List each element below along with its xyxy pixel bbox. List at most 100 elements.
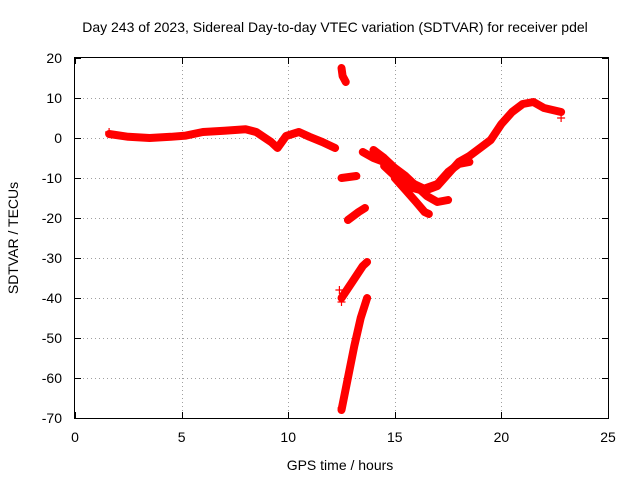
series-track-4 — [343, 204, 369, 224]
data-point — [487, 136, 495, 144]
data-point — [439, 197, 447, 205]
data-point — [416, 203, 424, 211]
data-point — [323, 140, 331, 148]
data-point — [352, 172, 360, 180]
data-point — [425, 210, 433, 218]
y-tick-label: -40 — [42, 290, 62, 306]
data-point — [347, 173, 355, 181]
data-point — [193, 129, 201, 137]
data-point — [409, 194, 417, 202]
data-point — [361, 301, 369, 309]
data-point — [476, 144, 484, 152]
data-point — [437, 176, 445, 184]
data-point — [396, 168, 404, 176]
x-tick-label: 25 — [600, 429, 616, 445]
data-point — [449, 164, 457, 172]
data-point — [519, 100, 527, 108]
data-point — [524, 99, 532, 107]
data-point — [355, 267, 363, 275]
y-axis-title: SDTVAR / TECUs — [5, 182, 21, 294]
data-point — [335, 286, 344, 294]
series-track-10 — [390, 174, 433, 218]
chart-title: Day 243 of 2023, Sidereal Day-to-day VTE… — [82, 19, 588, 35]
y-tick-label: 20 — [46, 50, 62, 66]
data-point — [348, 278, 356, 286]
data-point — [361, 204, 369, 212]
data-point — [327, 142, 335, 150]
data-point — [289, 130, 296, 138]
y-tick-label: 10 — [46, 90, 62, 106]
data-point — [337, 298, 346, 306]
data-point — [490, 131, 498, 139]
data-point — [364, 151, 372, 159]
data-point — [355, 320, 363, 328]
data-point — [508, 108, 516, 116]
data-point — [380, 154, 388, 162]
y-tick-label: -60 — [42, 370, 62, 386]
data-point — [242, 125, 250, 133]
data-point — [252, 128, 260, 136]
data-point — [497, 120, 505, 128]
data-point — [398, 182, 406, 190]
data-point — [112, 131, 119, 139]
data-point — [529, 98, 537, 106]
data-point — [262, 135, 270, 143]
y-tick-label: 0 — [54, 130, 62, 146]
data-point — [341, 387, 349, 395]
data-point — [174, 132, 182, 140]
series-track-2 — [337, 64, 350, 86]
data-point — [421, 208, 429, 216]
data-point — [363, 258, 371, 266]
data-point — [343, 380, 351, 388]
data-point — [348, 355, 356, 363]
data-point — [460, 159, 468, 167]
data-point — [505, 112, 512, 120]
data-point — [471, 148, 479, 156]
data-point — [338, 174, 345, 182]
series-track-6 — [337, 294, 372, 414]
series-track-1 — [105, 125, 340, 152]
x-tick-label: 10 — [280, 429, 296, 445]
data-point — [428, 182, 436, 190]
series-track-3 — [337, 172, 361, 182]
data-point — [278, 138, 286, 146]
data-point — [386, 167, 393, 175]
y-tick-label: -30 — [42, 250, 62, 266]
series-band — [337, 258, 372, 302]
data-point — [341, 289, 349, 297]
data-point — [182, 132, 190, 140]
data-point — [363, 294, 371, 302]
data-point — [352, 336, 360, 344]
data-point — [412, 198, 420, 206]
data-point — [428, 195, 436, 203]
data-point — [535, 101, 543, 109]
data-point — [357, 314, 365, 322]
data-point — [355, 208, 363, 216]
data-point — [105, 128, 114, 136]
data-point — [295, 128, 303, 136]
series-track-8 — [369, 146, 453, 206]
data-point — [423, 192, 431, 200]
data-point — [300, 130, 308, 138]
data-point — [342, 78, 350, 86]
data-point — [391, 174, 399, 182]
plot-frame — [74, 57, 609, 419]
y-tick-label: -10 — [42, 170, 62, 186]
y-tick-label: -70 — [42, 410, 62, 426]
data-point — [359, 262, 367, 270]
data-point — [274, 144, 281, 152]
series-track-7 — [358, 98, 566, 194]
data-point — [501, 116, 509, 124]
data-point — [188, 130, 195, 138]
data-point — [349, 348, 357, 356]
data-point — [494, 125, 502, 133]
data-point — [370, 154, 377, 162]
data-point — [433, 198, 441, 206]
data-point — [340, 393, 348, 401]
data-point — [375, 150, 383, 158]
data-point — [444, 168, 452, 176]
ticks — [75, 58, 609, 419]
x-tick-label: 15 — [387, 429, 403, 445]
data-point — [306, 133, 313, 141]
data-point — [349, 212, 357, 220]
